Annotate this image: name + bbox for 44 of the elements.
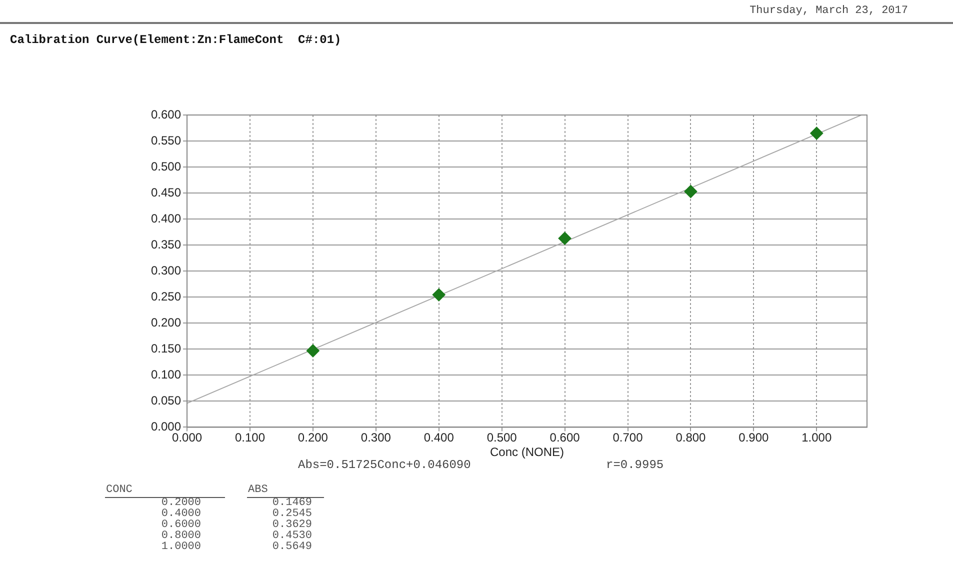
text: 0.2000	[160, 497, 202, 509]
y-tick-label: 0.250	[151, 289, 182, 304]
x-tick-label: 0.700	[612, 430, 644, 445]
y-tick-label: 0.350	[151, 237, 182, 252]
text: Thursday, March 23, 2017	[750, 5, 908, 17]
point	[558, 232, 572, 245]
y-tick-label: 0.150	[151, 341, 182, 356]
text: 0.8000	[160, 530, 202, 542]
text: 0.1469	[271, 497, 313, 509]
text: 0.4530	[271, 530, 313, 542]
y-tick-label: 0.100	[151, 367, 182, 382]
x-tick-label: 0.100	[234, 430, 266, 445]
x-tick-label: 0.200	[298, 430, 328, 445]
x-tick-label: 0.300	[360, 430, 392, 445]
y-tick-label: 0.550	[151, 133, 182, 148]
text: 0.4000	[160, 508, 202, 520]
text: 1.0000	[160, 541, 202, 553]
y-tick-label: 0.050	[151, 393, 182, 408]
point	[432, 288, 446, 302]
text: CONC	[105, 484, 225, 498]
text: r=0.9995	[606, 458, 664, 472]
text: Abs=0.51725Conc+0.046090	[298, 458, 471, 472]
x-tick-label: 0.500	[486, 430, 518, 445]
x-tick-label: 0.800	[676, 430, 706, 445]
x-tick-label: 0.400	[424, 430, 454, 445]
text: 0.3629	[271, 519, 313, 531]
y-tick-label: 0.300	[151, 263, 182, 278]
chart-title: Calibration Curve(Element:Zn:FlameCont C#:01)	[10, 33, 342, 47]
point	[306, 344, 320, 358]
y-tick-label: 0.450	[151, 185, 182, 200]
text: 0.5649	[271, 541, 313, 553]
y-tick-label: 0.600	[151, 107, 182, 122]
y-tick-label: 0.400	[151, 211, 182, 226]
x-tick-label: 0.900	[738, 430, 770, 445]
x-tick-label: 0.600	[550, 430, 580, 445]
point	[684, 184, 698, 198]
text: ABS	[247, 484, 324, 498]
y-tick-label: 0.200	[151, 315, 182, 330]
x-axis-title: Conc (NONE)	[490, 445, 564, 460]
y-tick-label: 0.500	[151, 159, 182, 174]
x-tick-label: 1.000	[802, 430, 832, 445]
point	[810, 126, 824, 140]
text: 0.2545	[271, 508, 313, 520]
text: 0.6000	[160, 519, 202, 531]
